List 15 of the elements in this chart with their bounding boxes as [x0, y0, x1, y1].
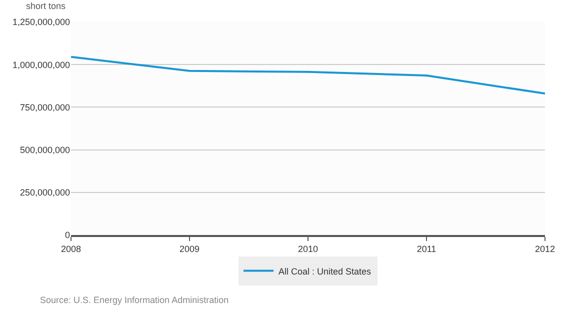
y-tick-label: 750,000,000 — [20, 102, 70, 112]
source-note: Source: U.S. Energy Information Administration — [40, 295, 229, 305]
x-tick-label: 2010 — [298, 244, 318, 254]
x-tick-label: 2012 — [534, 244, 556, 254]
y-tick-label: 1,250,000,000 — [12, 17, 70, 28]
y-tick-label: 500,000,000 — [20, 144, 70, 155]
x-tick-label: 2009 — [179, 244, 200, 254]
y-tick-label: 1,000,000,000 — [12, 60, 70, 70]
x-tick-label: 2008 — [60, 244, 82, 254]
y-tick-label: 250,000,000 — [20, 188, 70, 198]
x-tick-label: 2011 — [416, 244, 436, 254]
y-tick-label: 0 — [64, 230, 70, 240]
y-axis-title: short tons — [26, 1, 66, 11]
line-series — [71, 56, 545, 95]
legend-label: All Coal : United States — [278, 266, 372, 276]
